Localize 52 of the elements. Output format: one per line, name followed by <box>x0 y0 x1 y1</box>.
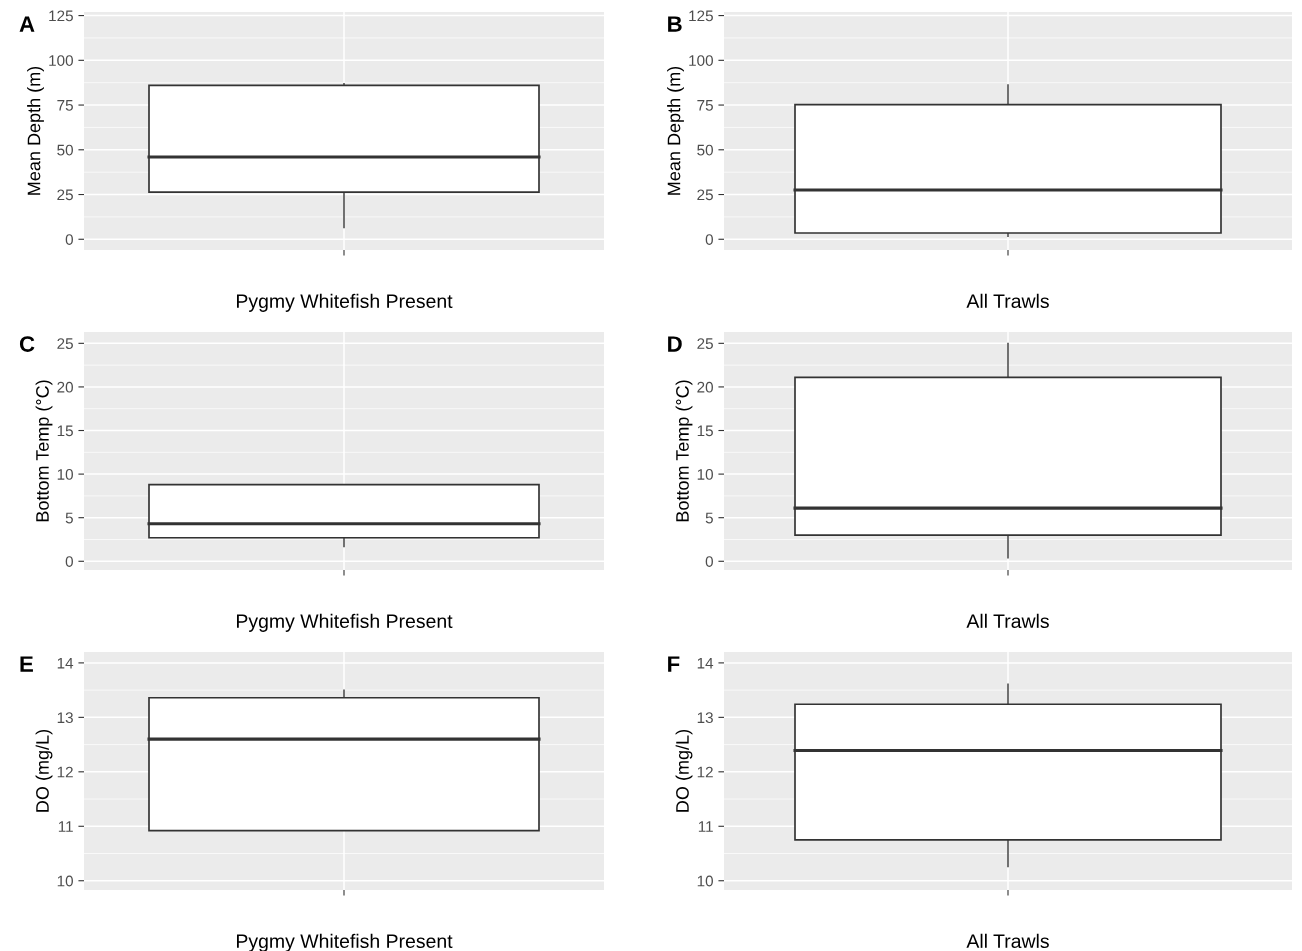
y-axis-title: Mean Depth (m) <box>667 66 684 195</box>
y-tick-label: 5 <box>705 512 713 524</box>
y-tick-label: 10 <box>57 875 73 887</box>
chart-title: E <box>20 656 33 672</box>
y-tick-label: 13 <box>57 712 73 724</box>
y-tick-label: 0 <box>705 556 713 567</box>
y-tick-label: 12 <box>697 766 713 778</box>
y-tick-label: 25 <box>697 338 713 350</box>
x-axis-title: Pygmy Whitefish Present <box>237 293 453 312</box>
y-tick-label: 100 <box>49 55 73 66</box>
y-tick-label: 0 <box>705 234 713 245</box>
y-tick-label: 20 <box>57 381 73 393</box>
y-tick-label: 125 <box>689 10 713 22</box>
y-tick-label: 11 <box>698 821 713 832</box>
chart-title: A <box>19 16 35 32</box>
x-axis-title: Pygmy Whitefish Present <box>237 933 453 951</box>
y-tick-label: 25 <box>57 189 73 201</box>
x-axis-title: All Trawls <box>966 613 1049 629</box>
chart-title: F <box>668 656 680 672</box>
y-tick-label: 0 <box>65 234 73 245</box>
y-axis-title: Mean Depth (m) <box>27 66 44 195</box>
y-tick-label: 15 <box>57 425 73 437</box>
y-tick-label: 13 <box>697 712 713 724</box>
y-tick-label: 10 <box>57 468 73 480</box>
y-tick-label: 75 <box>697 100 713 111</box>
y-tick-label: 10 <box>697 875 713 887</box>
y-tick-label: 14 <box>57 657 74 669</box>
y-axis-title: Bottom Temp (°C) <box>35 380 53 522</box>
y-tick-label: 11 <box>58 821 73 832</box>
y-axis-title: Bottom Temp (°C) <box>675 380 693 522</box>
y-tick-label: 15 <box>697 425 713 437</box>
chart-title: B <box>668 16 682 32</box>
x-axis-title: All Trawls <box>966 293 1049 309</box>
y-tick-label: 50 <box>697 144 713 156</box>
x-axis-title: All Trawls <box>966 933 1049 949</box>
y-tick-label: 50 <box>57 144 73 156</box>
y-tick-label: 12 <box>57 766 73 778</box>
y-tick-label: 20 <box>697 381 713 393</box>
y-axis-title: DO (mg/L) <box>35 729 53 812</box>
chart-title: C <box>19 336 35 352</box>
y-tick-label: 100 <box>689 55 713 66</box>
y-tick-label: 10 <box>697 468 713 480</box>
y-tick-label: 125 <box>49 10 73 22</box>
chart-title: D <box>668 336 682 352</box>
y-axis-title: DO (mg/L) <box>675 729 693 812</box>
y-tick-label: 14 <box>697 657 714 669</box>
y-tick-label: 0 <box>65 556 73 567</box>
y-tick-label: 25 <box>697 189 713 201</box>
x-axis-title: Pygmy Whitefish Present <box>237 613 453 632</box>
y-tick-label: 5 <box>65 512 73 524</box>
y-tick-label: 75 <box>57 100 73 111</box>
y-tick-label: 25 <box>57 338 73 350</box>
